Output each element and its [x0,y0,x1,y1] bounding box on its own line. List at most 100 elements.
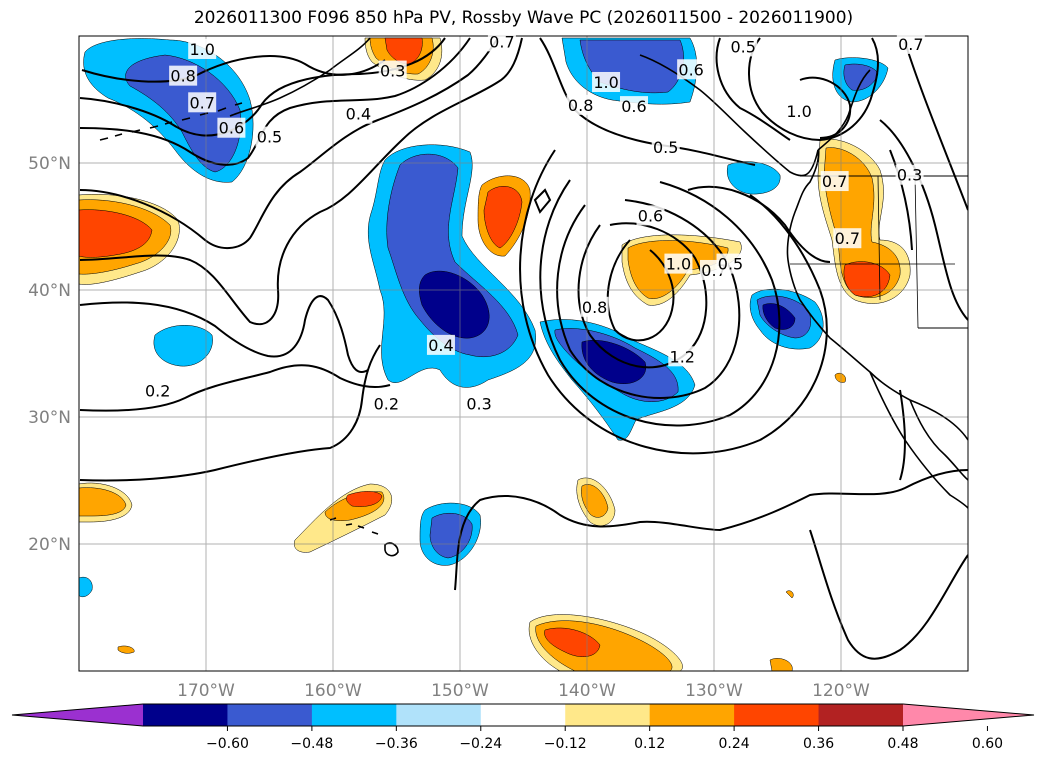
contour-line [899,389,906,481]
svg-text:0.5: 0.5 [653,138,678,157]
svg-text:0.8: 0.8 [582,298,607,317]
svg-text:0.5: 0.5 [718,255,743,274]
contour-label: 0.7 [188,92,217,113]
lon-label-layer: 170°W 160°W 150°W 140°W 130°W 120°W [177,681,870,701]
shade-warm-anomaly [769,658,793,671]
colorbar-tick-label: 0.48 [887,736,918,752]
coastline-north-america [786,149,968,441]
svg-text:0.7: 0.7 [189,93,214,112]
contour-label: 0.8 [580,296,609,317]
lat-tick-label: 20°N [28,535,71,555]
coastline-canada [817,69,871,151]
coastline-baja-california [869,371,968,509]
shade-warm-anomaly [79,487,127,517]
shade-blue-anomaly [429,512,473,559]
colorbar-segment [565,704,651,726]
svg-text:1.0: 1.0 [593,73,618,92]
lon-tick-label: 160°W [304,681,362,701]
svg-text:1.0: 1.0 [189,40,214,59]
lon-tick-label: 130°W [685,681,743,701]
shade-warm-anomaly [483,186,523,249]
contour-line [606,239,675,342]
gridlines [79,36,968,671]
border-state-line [790,175,955,329]
shade-warm-anomaly [581,484,609,518]
svg-text:0.3: 0.3 [380,62,405,81]
colorbar-tick-label: 0.60 [972,736,1003,752]
contour-label: 0.2 [372,393,401,414]
svg-text:0.5: 0.5 [730,37,755,56]
shade-warm-anomaly [117,645,135,654]
coastline-aleutian-islands [99,102,243,141]
lat-tick-label: 40°N [28,281,71,301]
map-frame [78,35,969,672]
svg-text:0.3: 0.3 [897,166,922,185]
contour-label: 1.0 [188,38,217,59]
contour-label: 0.8 [566,94,595,115]
shade-warm-anomaly [843,261,891,298]
contour-label: 0.5 [729,36,758,57]
colorbar-tick-label: 0.24 [719,736,750,752]
colorbar-segment [818,704,904,726]
svg-text:0.8: 0.8 [568,96,593,115]
shade-warm-anomaly [384,37,423,65]
svg-text:0.4: 0.4 [428,336,453,355]
contour-label: 0.5 [255,126,284,147]
contour-line [539,179,781,427]
svg-text:0.6: 0.6 [219,119,244,138]
svg-text:0.7: 0.7 [835,229,860,248]
shade-blue-anomaly [581,340,647,384]
contour-line [904,41,968,211]
colorbar: −0.60 −0.48 −0.36 −0.24 −0.12 0.12 0.24 0.36 0.4… [11,703,1035,752]
contour-line [454,469,968,591]
contour-line [809,529,968,660]
svg-text:1.0: 1.0 [786,102,811,121]
svg-text:0.7: 0.7 [489,32,514,51]
contour-label: 0.8 [169,65,198,86]
contour-line [556,199,741,400]
shade-blue-anomaly [79,576,93,598]
contour-label: 0.6 [217,117,246,138]
svg-text:1.0: 1.0 [666,255,691,274]
contour-label: 0.2 [143,380,172,401]
shade-blue-anomaly [153,325,213,367]
contour-line [79,37,499,249]
contour-line [79,364,391,412]
contour-line [879,119,968,321]
contour-label: 1.0 [592,71,621,92]
svg-text:0.8: 0.8 [170,67,195,86]
colorbar-segment [649,704,735,726]
colorbar-extend-high [903,704,1034,726]
contour-line [79,37,523,325]
colorbar-tick-label: −0.48 [290,736,333,752]
lon-tick-label: 140°W [558,681,616,701]
svg-text:0.6: 0.6 [638,206,663,225]
colorbar-outline [11,703,1035,727]
pv-contours [79,37,968,660]
contour-label: 0.5 [651,136,680,157]
svg-text:0.6: 0.6 [678,60,703,79]
contour-line [79,295,369,374]
svg-text:0.4: 0.4 [346,105,371,124]
svg-text:0.3: 0.3 [466,394,491,413]
contour-label: 0.7 [487,31,516,52]
contour-label: 0.7 [833,228,862,249]
coastline-alaska-south [229,37,371,117]
contour-line [79,344,381,482]
colorbar-tick-label: −0.24 [459,736,502,752]
colorbar-extend-low [12,704,143,726]
colorbar-segment [396,704,482,726]
contour-label: 0.3 [465,393,494,414]
contour-label: 0.4 [426,334,455,355]
contour-label: 0.5 [716,253,745,274]
shade-warm-anomaly [785,590,794,599]
contour-label: 0.6 [636,205,665,226]
colorbar-tick-label: 0.12 [634,736,665,752]
svg-text:0.2: 0.2 [145,382,170,401]
map-plot-area [79,36,968,671]
svg-text:0.6: 0.6 [621,97,646,116]
colorbar-tick-label: −0.12 [544,736,587,752]
pv-shading [79,37,911,671]
colorbar-segment [311,704,397,726]
